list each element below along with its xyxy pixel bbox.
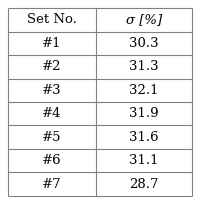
- Text: #7: #7: [42, 178, 62, 191]
- Text: 31.3: 31.3: [129, 60, 159, 73]
- Text: 31.9: 31.9: [129, 107, 159, 120]
- Text: #4: #4: [42, 107, 62, 120]
- Text: #6: #6: [42, 154, 62, 167]
- Text: #2: #2: [42, 60, 62, 73]
- Text: 31.1: 31.1: [129, 154, 159, 167]
- Text: 30.3: 30.3: [129, 37, 159, 50]
- Text: #5: #5: [42, 131, 62, 144]
- Text: #3: #3: [42, 84, 62, 97]
- Text: 28.7: 28.7: [129, 178, 159, 191]
- Text: σ [%]: σ [%]: [126, 13, 162, 26]
- Text: #1: #1: [42, 37, 62, 50]
- Text: 31.6: 31.6: [129, 131, 159, 144]
- Text: 32.1: 32.1: [129, 84, 159, 97]
- Text: Set No.: Set No.: [27, 13, 77, 26]
